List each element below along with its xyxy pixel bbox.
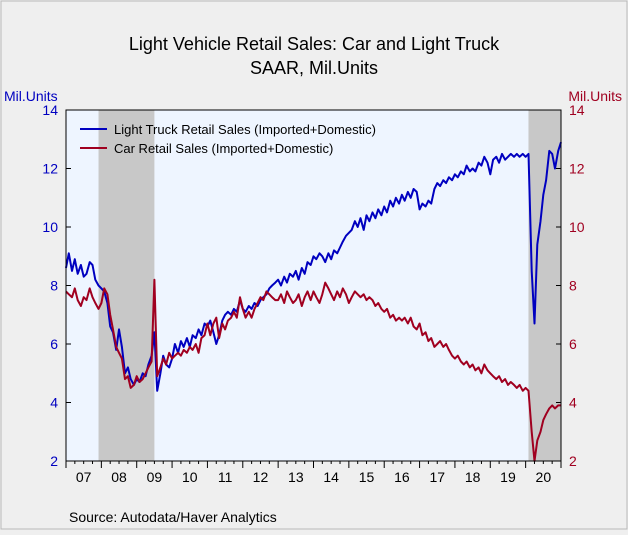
right-y-tick-label: 8: [569, 278, 577, 294]
chart-title: Light Vehicle Retail Sales: Car and Ligh…: [129, 34, 500, 54]
right-y-tick-label: 6: [569, 336, 577, 352]
x-axis: 07 08 09 10 11 12 13 14 15 16 17 18 19 20: [65, 461, 562, 485]
right-y-tick-label: 14: [569, 102, 585, 118]
series-line-car: [65, 278, 561, 462]
x-tick-label: 17: [429, 469, 445, 485]
series-lines: [65, 141, 562, 462]
right-y-tick-label: 2: [569, 453, 577, 469]
left-y-tick-label: 2: [50, 453, 58, 469]
x-tick-label: 20: [536, 469, 552, 485]
x-tick-label: 11: [218, 469, 233, 485]
x-tick-label: 07: [76, 469, 92, 485]
chart-subtitle: SAAR, Mil.Units: [250, 58, 378, 78]
legend: Light Truck Retail Sales (Imported+Domes…: [80, 122, 376, 156]
left-y-axis: 2 4 6 8 10 12 14: [42, 102, 71, 469]
legend-label-car: Car Retail Sales (Imported+Domestic): [114, 141, 333, 156]
x-tick-label: 18: [465, 469, 481, 485]
x-tick-label: 09: [147, 469, 163, 485]
source-note: Source: Autodata/Haver Analytics: [69, 509, 277, 525]
right-y-axis: 2 4 6 8 10 12 14: [556, 102, 585, 469]
series-line-light-truck: [65, 141, 562, 392]
x-tick-label: 16: [394, 469, 410, 485]
right-y-tick-label: 12: [569, 161, 585, 177]
x-tick-label: 15: [359, 469, 375, 485]
recession-band-0: [98, 110, 155, 461]
left-y-tick-label: 6: [50, 336, 58, 352]
left-axis-label: Mil.Units: [4, 88, 58, 104]
x-tick-label: 13: [288, 469, 304, 485]
x-tick-label: 10: [182, 469, 198, 485]
right-y-tick-label: 10: [569, 219, 585, 235]
x-tick-label: 12: [253, 469, 269, 485]
left-y-tick-label: 8: [50, 278, 58, 294]
x-tick-label: 08: [111, 469, 127, 485]
left-y-tick-label: 4: [50, 395, 58, 411]
left-y-tick-label: 12: [42, 161, 58, 177]
right-axis-label: Mil.Units: [568, 88, 622, 104]
x-tick-label: 19: [500, 469, 516, 485]
legend-label-light-truck: Light Truck Retail Sales (Imported+Domes…: [114, 122, 376, 137]
left-y-tick-label: 10: [42, 219, 58, 235]
recession-shading: [98, 110, 561, 461]
x-tick-label: 14: [323, 469, 339, 485]
right-y-tick-label: 4: [569, 395, 577, 411]
left-y-tick-label: 14: [42, 102, 58, 118]
